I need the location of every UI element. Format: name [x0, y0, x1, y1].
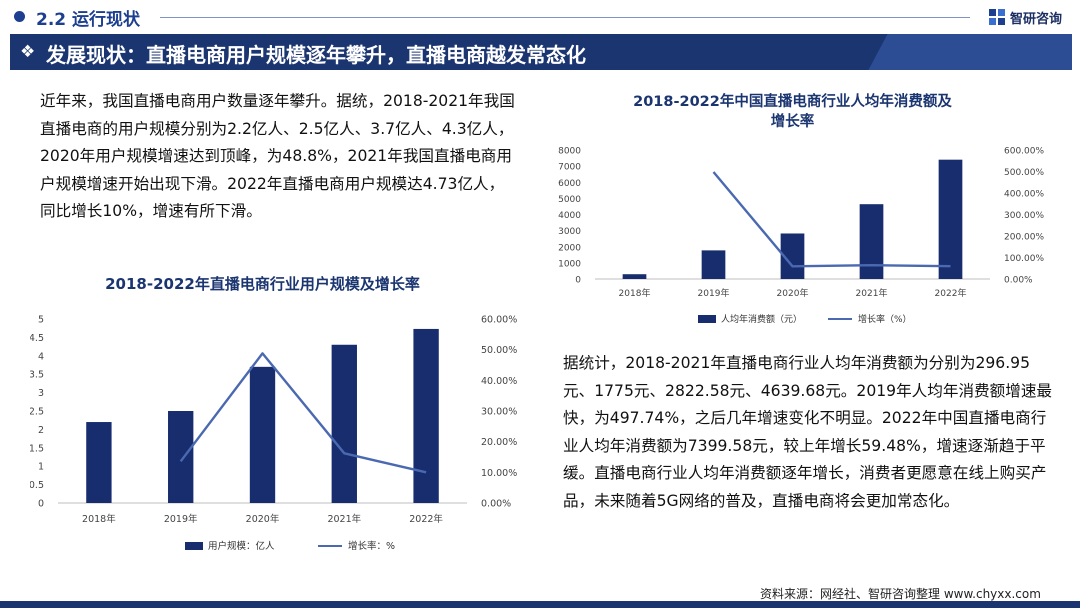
legend-bar-swatch — [698, 315, 716, 323]
y-left-tick-label: 5 — [38, 315, 44, 326]
header-bar: 2.2 运行现状 智研咨询 — [0, 0, 1080, 34]
legend-bar-label: 用户规模：亿人 — [208, 540, 275, 552]
y-right-tick-label: 200.00% — [1004, 233, 1044, 243]
category-label: 2019年 — [698, 287, 730, 299]
y-left-tick-label: 2 — [38, 425, 44, 436]
chart-title: 2018-2022年中国直播电商行业人均年消费额及 — [633, 92, 952, 110]
bar — [86, 422, 112, 503]
bullet-dot-icon — [14, 11, 25, 22]
y-left-tick-label: 5000 — [558, 195, 581, 205]
legend-bar-label: 人均年消费额（元） — [721, 313, 802, 325]
y-right-tick-label: 300.00% — [1004, 211, 1044, 221]
brand-name: 智研咨询 — [1010, 11, 1063, 27]
y-left-tick-label: 7000 — [558, 163, 581, 173]
bar — [780, 233, 805, 279]
y-left-tick-label: 2.5 — [30, 407, 44, 418]
y-left-tick-label: 0 — [38, 499, 44, 510]
y-right-tick-label: 500.00% — [1004, 168, 1044, 178]
y-left-tick-label: 3 — [38, 388, 44, 399]
y-right-tick-label: 60.00% — [481, 315, 517, 326]
diamond-arrows-icon: ❖ — [20, 42, 36, 62]
brand-logo: 智研咨询 — [988, 7, 1062, 27]
y-left-tick-label: 0.5 — [30, 480, 44, 491]
y-right-tick-label: 100.00% — [1004, 254, 1044, 264]
section-title: 2.2 运行现状 — [36, 10, 141, 30]
category-label: 2018年 — [619, 287, 651, 299]
y-right-tick-label: 30.00% — [481, 407, 517, 418]
y-left-tick-label: 4000 — [558, 211, 581, 221]
banner-accent — [868, 34, 1072, 70]
bar — [859, 204, 884, 279]
category-label: 2021年 — [327, 513, 361, 525]
category-label: 2022年 — [935, 287, 967, 299]
y-left-tick-label: 3000 — [558, 227, 581, 237]
y-right-tick-label: 0.00% — [481, 499, 511, 510]
analysis-paragraph: 据统计，2018-2021年直播电商行业人均年消费额为分别为296.95元、17… — [563, 354, 1053, 510]
banner-title: 发展现状：直播电商用户规模逐年攀升，直播电商越发常态化 — [46, 43, 586, 67]
source-note: 资料来源：网经社、智研咨询整理 www.chyxx.com — [760, 587, 1041, 601]
header-divider — [160, 17, 970, 18]
brand-logo-icon — [989, 9, 1005, 25]
y-left-tick-label: 1000 — [558, 259, 581, 269]
y-left-tick-label: 1.5 — [30, 443, 44, 454]
y-left-tick-label: 4.5 — [30, 333, 44, 344]
y-right-tick-label: 0.00% — [1004, 276, 1033, 286]
legend-line-label: 增长率：% — [348, 540, 395, 552]
intro-paragraph: 近年来，我国直播电商用户数量逐年攀升。据统，2018-2021年我国直播电商的用… — [40, 92, 515, 220]
y-right-tick-label: 20.00% — [481, 437, 517, 448]
category-label: 2020年 — [777, 287, 809, 299]
bar — [622, 274, 647, 279]
chart-title: 2018-2022年直播电商行业用户规模及增长率 — [105, 275, 420, 293]
bar — [249, 366, 276, 503]
bar — [701, 250, 726, 279]
user-scale-chart: 2018-2022年直播电商行业用户规模及增长率 0 0.5 1 1.5 2 2.5 3 3.5… — [30, 275, 517, 552]
bar — [938, 159, 963, 279]
y-left-tick-label: 4 — [38, 351, 44, 362]
y-left-tick-label: 6000 — [558, 179, 581, 189]
y-right-tick-label: 600.00% — [1004, 147, 1044, 157]
growth-rate-line — [712, 171, 951, 268]
y-left-tick-label: 8000 — [558, 147, 581, 157]
legend-bar-swatch — [185, 542, 203, 550]
y-right-tick-label: 400.00% — [1004, 190, 1044, 200]
bar — [168, 411, 194, 503]
category-label: 2022年 — [409, 513, 443, 525]
title-banner: ❖ 发展现状：直播电商用户规模逐年攀升，直播电商越发常态化 — [10, 34, 1072, 70]
category-label: 2018年 — [82, 513, 116, 525]
y-right-tick-label: 10.00% — [481, 468, 517, 479]
category-label: 2021年 — [856, 287, 888, 299]
bar — [413, 328, 439, 503]
y-left-tick-label: 0 — [575, 276, 581, 286]
footer-bar — [0, 601, 1080, 608]
y-right-tick-label: 50.00% — [481, 345, 517, 356]
category-label: 2020年 — [246, 513, 280, 525]
growth-rate-line — [179, 352, 427, 474]
bar — [331, 344, 357, 503]
y-right-tick-label: 40.00% — [481, 376, 517, 387]
y-left-tick-label: 1 — [38, 462, 44, 473]
y-left-tick-label: 3.5 — [30, 370, 44, 381]
chart-title: 增长率 — [771, 112, 815, 130]
y-left-tick-label: 2000 — [558, 243, 581, 253]
legend-line-label: 增长率（%） — [858, 313, 912, 325]
category-label: 2019年 — [164, 513, 198, 525]
